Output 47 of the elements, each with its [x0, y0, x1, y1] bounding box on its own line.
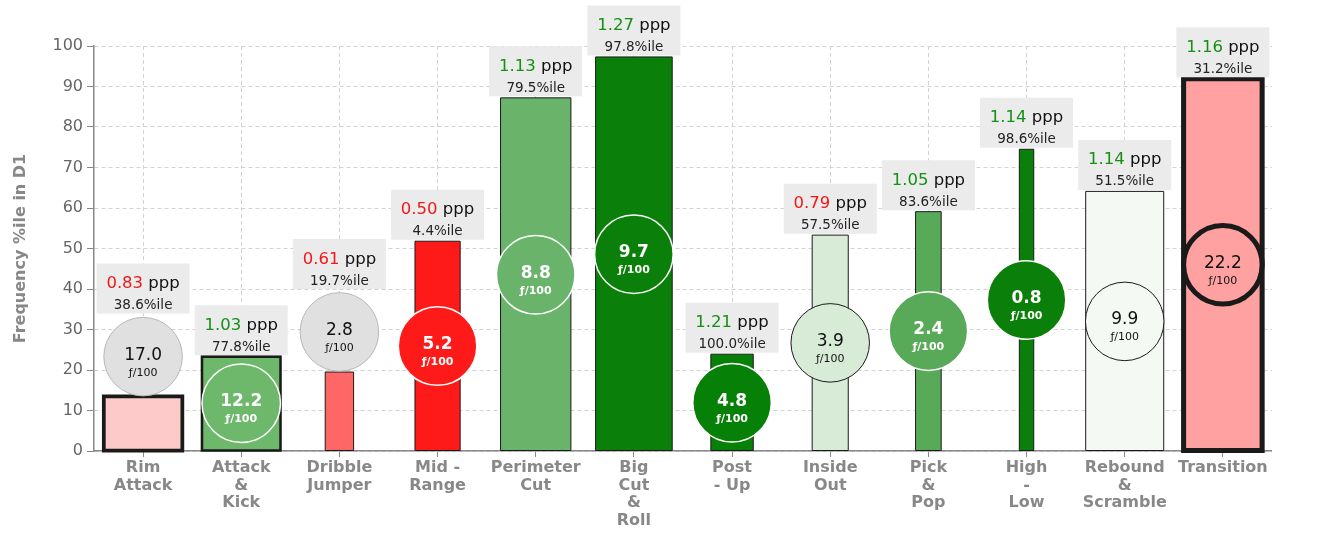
annotation: 1.27 ppp 97.8%ile — [597, 14, 671, 54]
y-tick-label: 50 — [62, 237, 83, 257]
annotation: 9.9 ƒ/100 — [1109, 308, 1139, 344]
annotation: 0.61 ppp 19.7%ile — [302, 248, 377, 288]
y-tick-label: 30 — [62, 318, 83, 338]
y-tick-label: 100 — [52, 35, 83, 55]
annotation: 0.50 ppp 4.4%ile — [400, 199, 475, 239]
annotation: 5.2 ƒ/100 — [420, 333, 454, 369]
annotation: 0.79 ppp 57.5%ile — [793, 193, 867, 233]
annotation: 1.13 ppp 79.5%ile — [499, 55, 573, 95]
annotation: 1.21 ppp 100.0%ile — [695, 312, 769, 352]
x-tick-label: Rim Attack — [113, 456, 173, 494]
y-tick-label: 80 — [62, 116, 83, 136]
y-tick-label: 40 — [62, 278, 83, 298]
annotation: 12.2 ƒ/100 — [220, 390, 263, 426]
x-tick-label: Pick & Pop — [909, 456, 948, 512]
x-tick-label: Perimeter Cut — [490, 456, 581, 494]
annotation: 1.16 ppp 31.2%ile — [1186, 36, 1260, 76]
annotation: 1.03 ppp 77.8%ile — [204, 314, 278, 354]
annotation: 17.0 ƒ/100 — [124, 343, 163, 379]
y-tick-label: 10 — [62, 399, 83, 419]
x-tick-label: Post - Up — [712, 456, 753, 494]
y-axis-title: Frequency %ile in D1 — [9, 153, 29, 344]
y-tick-label: 20 — [62, 359, 83, 379]
y-tick-label: 90 — [62, 75, 83, 95]
x-tick-label: Rebound & Scramble — [1082, 456, 1167, 512]
x-tick-label: High - Low — [1005, 456, 1048, 512]
annotation: 22.2 ƒ/100 — [1203, 251, 1242, 287]
annotation: 2.4 ƒ/100 — [911, 318, 945, 354]
x-tick-label: Dribble Jumper — [306, 456, 373, 494]
x-tick-label: Inside Out — [802, 456, 858, 494]
x-tick-label: Mid - Range — [409, 456, 467, 494]
annotation: 1.14 ppp 98.6%ile — [989, 107, 1064, 147]
x-tick-label: Transition — [1177, 456, 1268, 476]
annotation: 8.8 ƒ/100 — [518, 261, 552, 297]
annotation: 3.9 ƒ/100 — [814, 329, 845, 365]
annotation: 0.8 ƒ/100 — [1009, 286, 1043, 322]
annotation: 0.83 ppp 38.6%ile — [106, 272, 180, 312]
annotation: 1.14 ppp 51.5%ile — [1088, 149, 1162, 189]
y-tick-label: 70 — [62, 156, 83, 176]
x-tick-label: Big Cut & Roll — [616, 456, 652, 529]
annotation: 1.05 ppp 83.6%ile — [891, 169, 966, 209]
x-tick-label: Attack & Kick — [211, 456, 271, 512]
annotation: 2.8 ƒ/100 — [324, 318, 354, 354]
y-tick-label: 0 — [72, 440, 83, 460]
y-tick-label: 60 — [62, 197, 83, 217]
annotation: 9.7 ƒ/100 — [617, 241, 651, 277]
